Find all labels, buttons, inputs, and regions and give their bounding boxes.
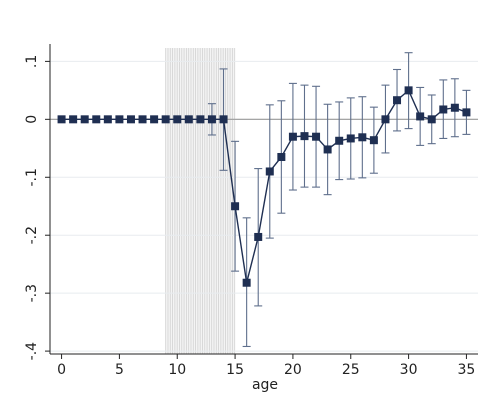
data-point [184,115,193,124]
x-tick-label: 35 [458,362,476,378]
data-point [207,115,216,124]
data-point [416,112,425,121]
data-point [126,115,135,124]
data-point [427,115,436,124]
y-tick-label: -.1 [24,168,40,186]
data-point [92,115,101,124]
x-tick-label: 20 [284,362,302,378]
x-tick-label: 25 [342,362,360,378]
data-point [103,115,112,124]
data-point [242,278,251,287]
data-point [115,115,124,124]
x-tick-label: 0 [57,362,66,378]
data-point [69,115,78,124]
data-point [219,115,228,124]
y-tick-label: -.2 [24,226,40,244]
data-point [300,132,309,141]
y-tick-label: 0 [24,115,40,124]
data-point [312,132,321,141]
data-point [358,133,367,142]
x-tick-label: 30 [400,362,418,378]
x-tick-label: 15 [226,362,244,378]
data-point [404,86,413,95]
y-tick-label: .1 [24,55,40,68]
data-point [150,115,159,124]
y-tick-label: -.3 [24,284,40,302]
data-point [439,105,448,114]
x-axis-title: age [252,377,278,393]
data-point [369,136,378,145]
data-point [346,134,355,143]
y-tick-label: -.4 [24,342,40,361]
data-point [57,115,66,124]
data-point [265,167,274,176]
data-point [450,103,459,112]
data-point [173,115,182,124]
x-tick-label: 5 [115,362,124,378]
data-point [462,108,471,117]
data-point [138,115,147,124]
data-point [161,115,170,124]
data-point [288,132,297,141]
data-point [381,115,390,124]
data-point [277,152,286,161]
data-point [323,145,332,154]
data-point [254,232,263,241]
data-point [393,96,402,105]
data-point [80,115,89,124]
data-point [231,202,240,211]
data-point [196,115,205,124]
plot-area: -.4 -.3 -.2 -.1 0 .1 0 5 10 15 20 25 30 35 [24,44,478,378]
x-tick-label: 10 [168,362,186,378]
data-point [335,136,344,145]
